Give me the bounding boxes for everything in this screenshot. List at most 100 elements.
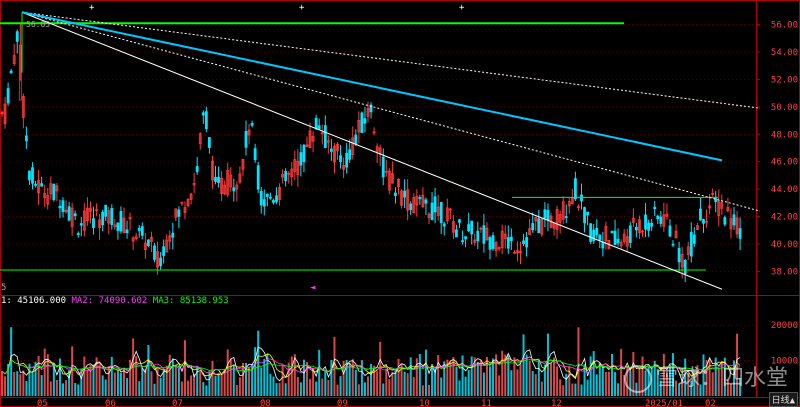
candle-body	[183, 207, 187, 213]
volume-bar	[672, 353, 674, 396]
volume-bar	[711, 372, 714, 396]
candle-body	[345, 152, 349, 168]
candle-body	[70, 207, 74, 228]
volume-bar	[705, 360, 708, 396]
volume-bar	[28, 363, 31, 396]
volume-bar	[342, 360, 345, 396]
candle-body	[516, 250, 519, 254]
volume-bar	[80, 368, 83, 396]
volume-bar	[479, 360, 482, 396]
candle-body	[34, 183, 37, 186]
candle-body	[98, 219, 101, 229]
volume-bar	[58, 358, 61, 396]
candle-body	[668, 225, 672, 237]
candle-body	[311, 136, 315, 142]
candle-body	[162, 246, 166, 256]
candle-body	[387, 170, 391, 191]
candle-body	[150, 236, 153, 242]
candle-body	[555, 208, 559, 230]
legend-vol: 45106.000	[17, 296, 67, 306]
candle-body	[650, 222, 654, 227]
candle-body	[448, 208, 452, 211]
volume-bar	[202, 382, 205, 396]
volume-bar	[272, 376, 275, 396]
period-tab[interactable]: 日线▲	[768, 392, 798, 407]
indicator-label: 5	[1, 283, 7, 293]
candle-body	[250, 123, 254, 126]
candle-body	[631, 217, 635, 223]
volume-bar	[126, 378, 129, 396]
volume-bar	[180, 381, 183, 396]
candle-body	[0, 111, 4, 115]
volume-bar	[562, 385, 565, 396]
candle-body	[110, 208, 114, 225]
volume-bar	[101, 375, 104, 396]
candle-body	[662, 214, 666, 227]
volume-bar	[736, 333, 739, 396]
volume-bar	[266, 353, 269, 396]
candle-body	[198, 133, 202, 145]
volume-bar	[675, 380, 678, 396]
volume-bar	[482, 372, 485, 396]
volume-bar	[19, 374, 22, 396]
volume-bar	[708, 358, 711, 396]
volume-bar	[473, 357, 476, 396]
volume-bar	[165, 365, 168, 396]
volume-bar	[397, 358, 400, 396]
volume-bar	[418, 353, 421, 396]
candle-body	[113, 224, 117, 228]
price-tick-label: 52.00	[771, 75, 798, 85]
volume-bar	[574, 383, 577, 396]
candle-body	[46, 194, 50, 205]
volume-bar	[379, 341, 382, 396]
volume-ma4-line	[1, 359, 741, 375]
candle-body	[494, 242, 498, 251]
volume-bar	[458, 380, 461, 396]
volume-bar	[516, 369, 519, 396]
volume-bar	[461, 355, 464, 396]
candle-body	[186, 198, 190, 207]
volume-bar	[46, 354, 49, 396]
volume-bar	[586, 379, 589, 396]
candle-body	[134, 236, 138, 240]
candle-body	[735, 217, 739, 235]
volume-bar	[531, 370, 534, 396]
candle-body	[342, 165, 346, 170]
candle-body	[677, 247, 681, 263]
volume-bar	[357, 384, 360, 396]
volume-bar	[464, 376, 467, 396]
candle-body	[726, 207, 730, 212]
price-tick-label: 48.00	[771, 130, 798, 140]
volume-bar	[519, 364, 522, 396]
volume-bar	[86, 369, 89, 396]
price-tick-label: 38.00	[771, 267, 798, 277]
volume-bar	[324, 372, 327, 396]
volume-bar	[617, 383, 620, 396]
candle-body	[641, 230, 644, 233]
volume-bar	[583, 364, 586, 396]
candle-body	[262, 199, 266, 207]
legend-ma2-value: 74090.602	[98, 296, 148, 306]
candle-body	[552, 223, 556, 229]
volume-bar	[489, 366, 491, 396]
volume-bar	[327, 380, 330, 396]
volume-legend: 1: 45106.000 MA2: 74090.602 MA3: 85138.9…	[1, 296, 229, 306]
volume-bar	[1, 371, 3, 396]
candle-body	[711, 193, 715, 195]
candle-body	[528, 228, 532, 235]
candle-body	[171, 232, 175, 238]
volume-bar	[293, 354, 296, 396]
candle-body	[519, 250, 522, 253]
volume-bar	[147, 345, 150, 396]
volume-bar	[318, 349, 321, 396]
candle-body	[275, 195, 278, 202]
xtick-label: 09	[337, 399, 348, 407]
volume-bar	[614, 372, 617, 396]
volume-bar	[537, 360, 540, 396]
volume-bar	[449, 361, 452, 396]
candle-body	[40, 183, 44, 187]
candle-body	[61, 200, 65, 213]
candle-body	[628, 225, 632, 243]
volume-bar	[455, 366, 458, 396]
volume-bar	[720, 360, 723, 396]
